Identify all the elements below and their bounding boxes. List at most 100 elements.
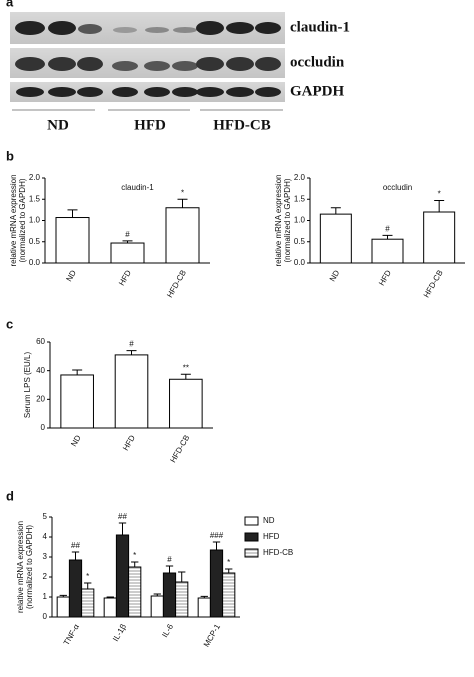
error-bar bbox=[180, 373, 191, 380]
x-tick-label: HFD-CB bbox=[168, 434, 191, 465]
bar bbox=[165, 207, 200, 264]
error-bar bbox=[177, 198, 188, 208]
bar bbox=[103, 597, 117, 618]
panel-letter: c bbox=[6, 316, 13, 331]
chart-title: claudin-1 bbox=[121, 183, 154, 192]
annotation: ## bbox=[71, 541, 80, 550]
bar bbox=[197, 597, 211, 618]
annotation: ### bbox=[210, 531, 224, 540]
y-tick-label: 1.0 bbox=[29, 216, 41, 225]
y-tick-label: 3 bbox=[43, 552, 48, 561]
legend-label: HFD bbox=[263, 532, 280, 541]
y-tick-label: 0.0 bbox=[29, 258, 41, 267]
x-tick-label: IL-6 bbox=[160, 622, 175, 639]
x-tick-label: HFD bbox=[121, 433, 137, 452]
y-tick-label: 1.0 bbox=[294, 216, 306, 225]
group-label: HFD bbox=[134, 117, 166, 133]
bar bbox=[128, 566, 142, 618]
error-bar bbox=[200, 595, 208, 598]
group-label: HFD-CB bbox=[213, 117, 271, 133]
y-axis-label: relative mRNA expression bbox=[9, 174, 18, 266]
bar bbox=[209, 549, 224, 618]
y-tick-label: 0 bbox=[41, 423, 46, 432]
annotation: # bbox=[167, 555, 172, 564]
bar bbox=[68, 559, 83, 618]
error-bar bbox=[72, 369, 83, 375]
panel-letter: b bbox=[6, 148, 14, 163]
bar bbox=[162, 572, 177, 618]
blot-label: occludin bbox=[290, 54, 345, 70]
bar bbox=[55, 217, 90, 264]
bar bbox=[60, 374, 94, 429]
y-axis-label: (normalized to GAPDH) bbox=[18, 178, 27, 262]
panel-letter: a bbox=[6, 0, 14, 9]
error-bar bbox=[131, 561, 139, 567]
y-axis-label: Serum LPS (EU/L) bbox=[23, 352, 32, 419]
annotation: # bbox=[385, 224, 390, 233]
x-tick-label: ND bbox=[69, 433, 83, 448]
y-tick-label: 40 bbox=[36, 366, 45, 375]
error-bar bbox=[225, 568, 233, 573]
y-axis-label: (normalized to GAPDH) bbox=[25, 525, 34, 609]
error-bar bbox=[382, 234, 393, 240]
bar bbox=[115, 534, 130, 618]
annotation: ## bbox=[118, 512, 127, 521]
bar bbox=[169, 378, 203, 429]
y-tick-label: 0 bbox=[43, 612, 48, 621]
bar bbox=[150, 595, 164, 618]
bar bbox=[56, 596, 70, 618]
bar bbox=[110, 242, 145, 264]
y-axis-label: relative mRNA expression bbox=[16, 521, 25, 613]
bar bbox=[81, 588, 95, 618]
blot-bands bbox=[15, 21, 281, 97]
x-tick-label: HFD bbox=[117, 268, 133, 287]
error-bar bbox=[330, 207, 341, 215]
y-tick-label: 20 bbox=[36, 394, 45, 403]
error-bar bbox=[71, 551, 80, 560]
bar bbox=[114, 354, 149, 429]
error-bar bbox=[434, 200, 445, 212]
y-tick-label: 1.5 bbox=[294, 194, 306, 203]
error-bar bbox=[118, 522, 127, 535]
bar bbox=[222, 572, 236, 618]
blot-label: claudin-1 bbox=[290, 19, 350, 35]
error-bar bbox=[122, 240, 133, 244]
annotation: ** bbox=[183, 363, 189, 372]
x-tick-label: ND bbox=[64, 268, 78, 283]
error-bar bbox=[212, 541, 221, 550]
bar bbox=[423, 211, 456, 264]
y-tick-label: 0.5 bbox=[29, 237, 41, 246]
annotation: * bbox=[227, 558, 230, 567]
blot-panel: a claudin-1 occludin GAPDH ND HFD HFD-CB bbox=[6, 0, 350, 133]
bar bbox=[319, 213, 352, 264]
x-tick-label: HFD-CB bbox=[165, 269, 188, 300]
x-tick-label: HFD bbox=[377, 268, 393, 287]
legend-swatch bbox=[244, 516, 259, 526]
panel-letter: d bbox=[6, 488, 14, 503]
legend-swatch bbox=[244, 548, 259, 558]
x-tick-label: ND bbox=[328, 268, 342, 283]
group-label: ND bbox=[47, 117, 69, 133]
y-tick-label: 1.5 bbox=[29, 194, 41, 203]
bar bbox=[371, 238, 404, 264]
y-axis-label: relative mRNA expression bbox=[274, 174, 283, 266]
error-bar bbox=[59, 594, 67, 597]
y-tick-label: 2.0 bbox=[29, 173, 41, 182]
annotation: # bbox=[125, 230, 130, 239]
y-tick-label: 5 bbox=[43, 512, 48, 521]
legend-swatch bbox=[244, 532, 259, 542]
error-bar bbox=[67, 209, 78, 218]
error-bar bbox=[106, 596, 114, 598]
annotation: # bbox=[129, 340, 134, 349]
y-tick-label: 60 bbox=[36, 337, 45, 346]
error-bar bbox=[84, 582, 92, 589]
y-tick-label: 4 bbox=[43, 532, 48, 541]
x-tick-label: MCP-1 bbox=[202, 622, 223, 649]
error-bar bbox=[126, 350, 137, 355]
annotation: * bbox=[181, 188, 184, 197]
annotation: * bbox=[133, 551, 136, 560]
error-bar bbox=[165, 565, 174, 573]
chart-title: occludin bbox=[383, 183, 412, 192]
y-tick-label: 2.0 bbox=[294, 173, 306, 182]
blot-label: GAPDH bbox=[290, 83, 344, 99]
